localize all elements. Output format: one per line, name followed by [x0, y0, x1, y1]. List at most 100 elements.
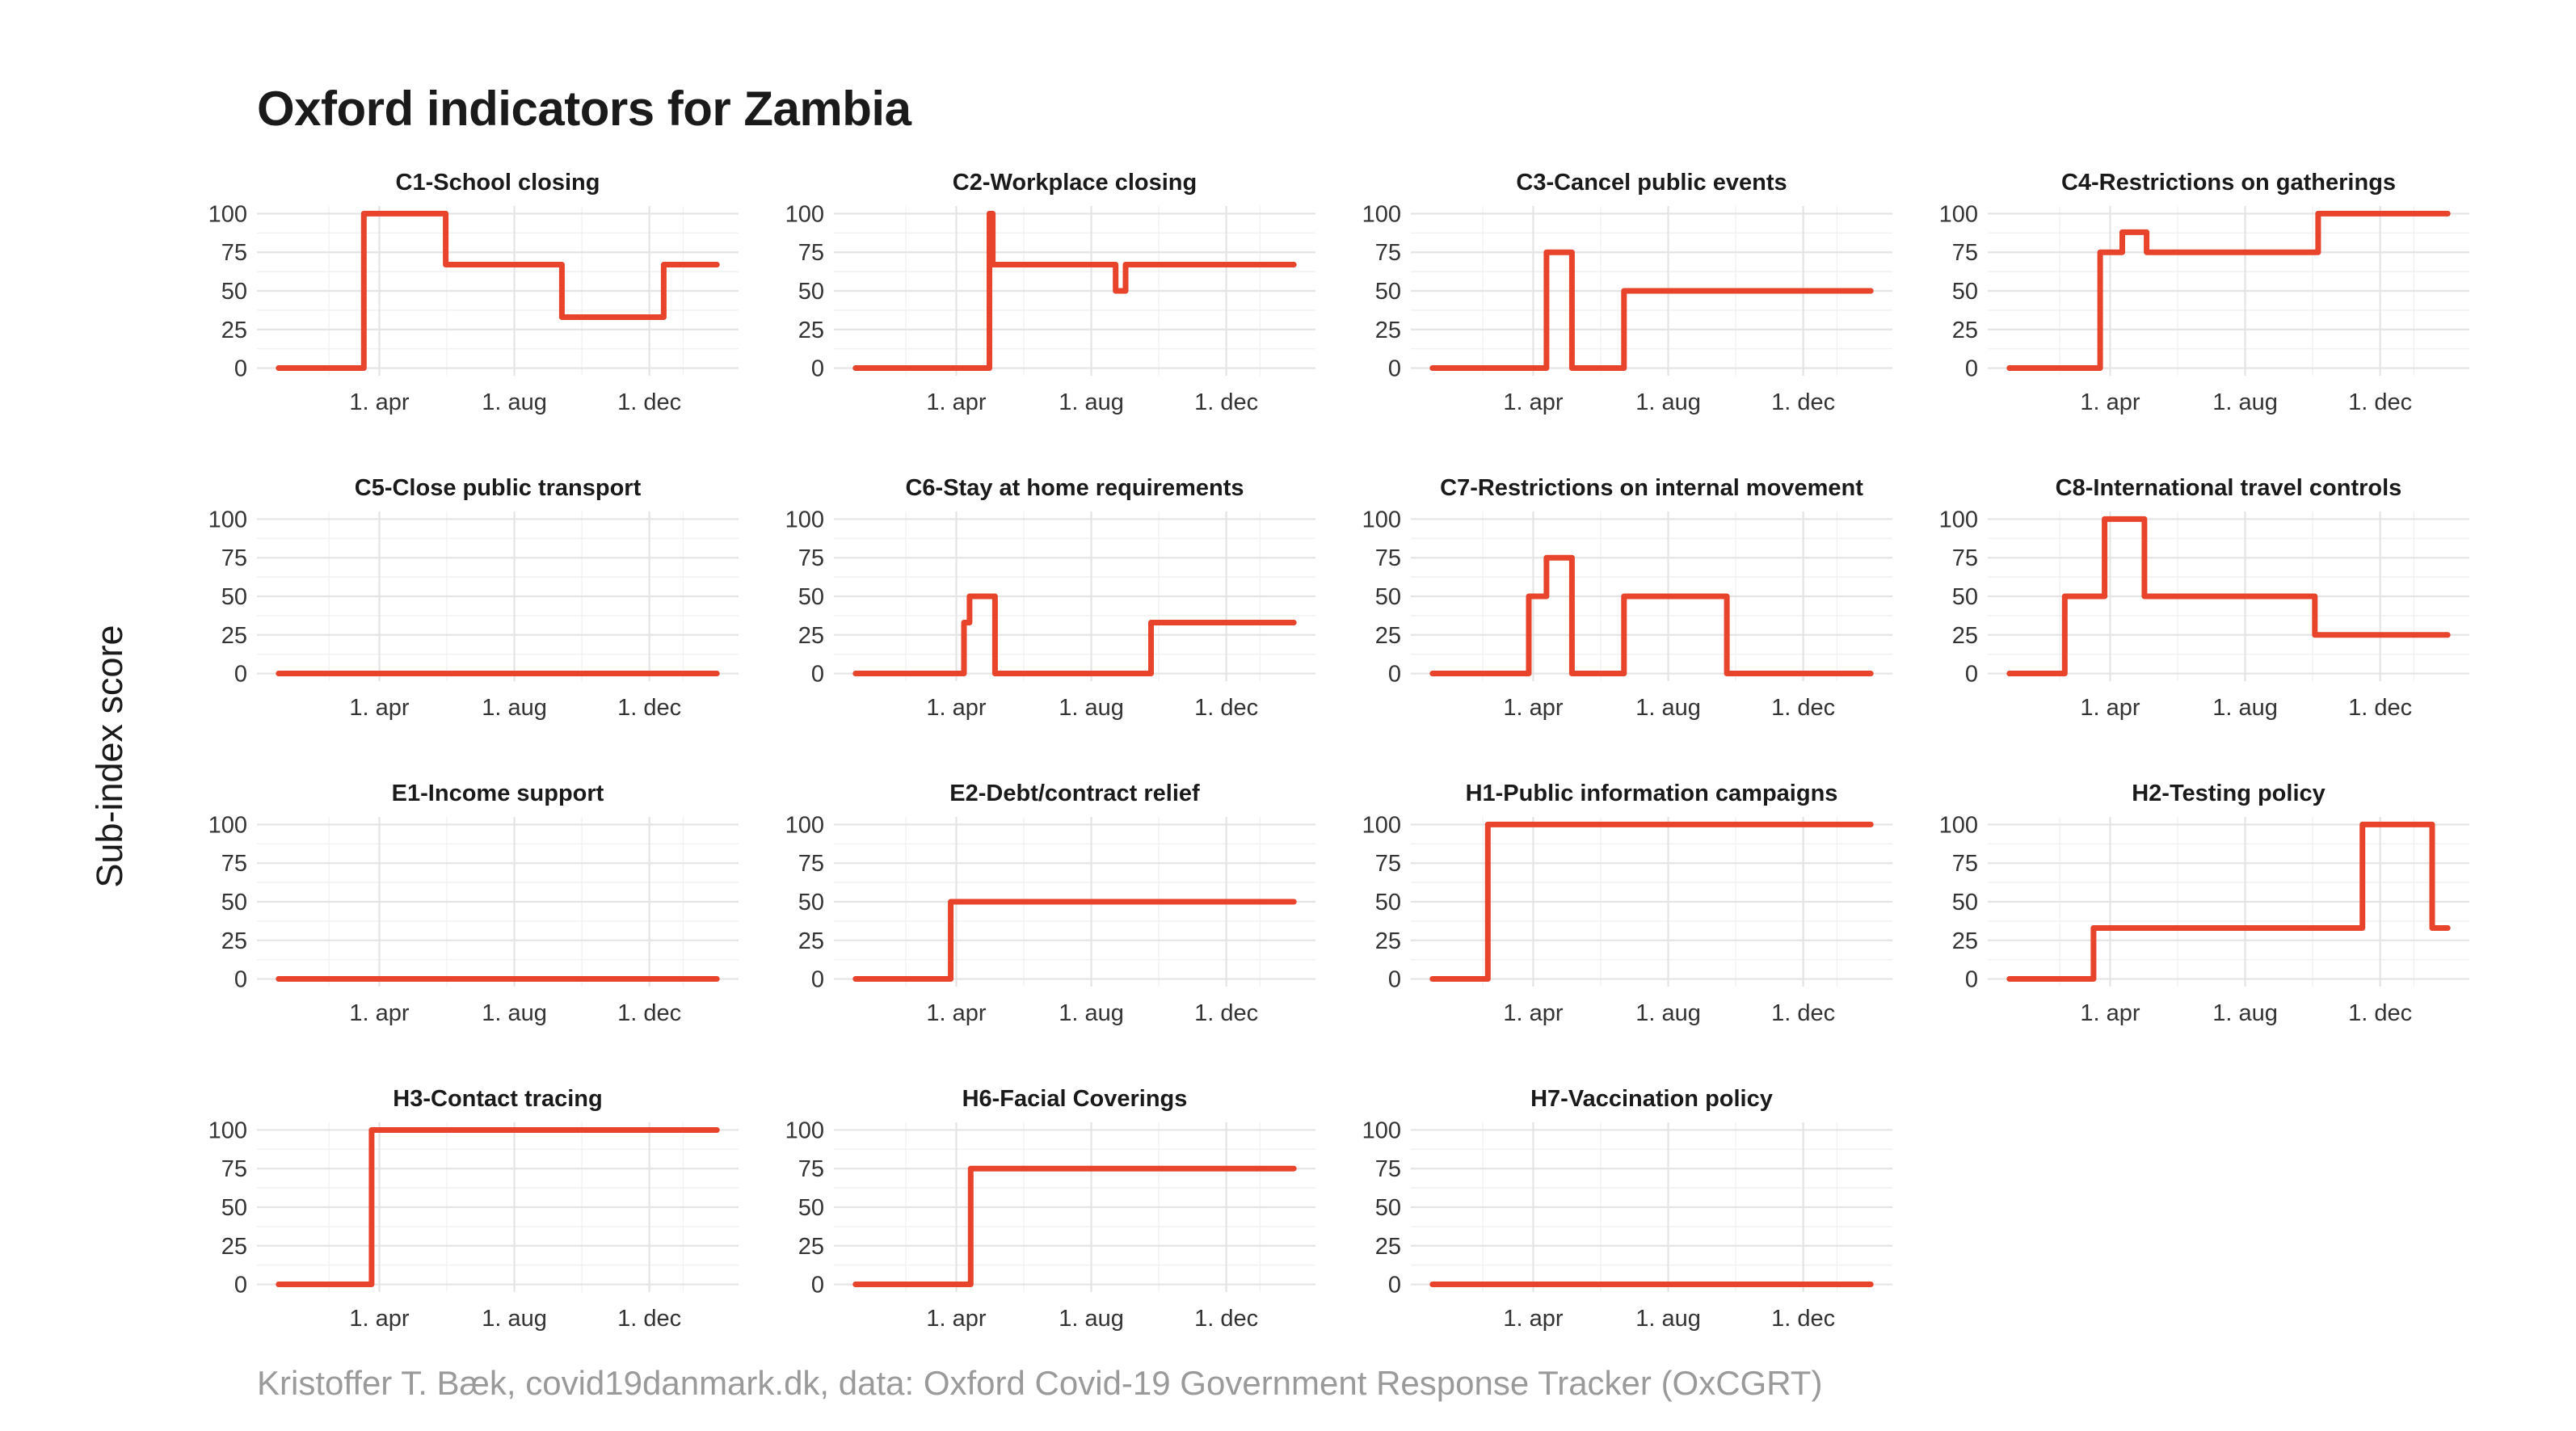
- y-tick-label: 25: [221, 1234, 247, 1260]
- facet-panel: 0 25 50 75 100 1. apr 1. aug 1. dec H7-Vaccinati…: [1362, 1086, 1892, 1332]
- panel-title: H1-Public information campaigns: [1466, 781, 1838, 806]
- x-tick-label: 1. dec: [617, 1000, 681, 1026]
- series-line: [852, 210, 1297, 371]
- x-tick-label: 1. dec: [2348, 1000, 2412, 1026]
- y-tick-label: 0: [1388, 1273, 1401, 1298]
- y-tick-label: 75: [1952, 851, 1978, 877]
- y-tick-label: 50: [221, 1195, 247, 1221]
- panel-title: H3-Contact tracing: [393, 1086, 602, 1112]
- x-tick-label: 1. aug: [1059, 1000, 1124, 1026]
- x-tick-label: 1. apr: [2080, 695, 2140, 721]
- facet-panel: 0 25 50 75 100 1. apr 1. aug 1. dec C4-Restricti…: [1939, 170, 2469, 415]
- y-tick-label: 100: [208, 1117, 247, 1143]
- x-tick-label: 1. dec: [617, 695, 681, 721]
- y-tick-label: 75: [798, 851, 824, 877]
- series-line: [2006, 516, 2451, 676]
- panel-title: H2-Testing policy: [2132, 781, 2326, 806]
- y-tick-label: 75: [798, 240, 824, 266]
- x-tick-label: 1. apr: [2080, 389, 2140, 415]
- x-tick-label: 1. dec: [1771, 695, 1835, 721]
- y-tick-label: 100: [1362, 507, 1401, 532]
- x-tick-label: 1. dec: [617, 389, 681, 415]
- y-tick-label: 0: [1388, 356, 1401, 382]
- y-tick-label: 0: [234, 356, 247, 382]
- y-tick-label: 100: [785, 201, 824, 227]
- y-tick-label: 75: [1375, 240, 1401, 266]
- facet-panel: 0 25 50 75 100 1. apr 1. aug 1. dec C1-School cl…: [208, 170, 739, 415]
- y-tick-label: 50: [221, 890, 247, 915]
- x-tick-label: 1. aug: [1059, 389, 1124, 415]
- y-tick-label: 50: [221, 584, 247, 610]
- series-line: [852, 593, 1297, 676]
- y-tick-label: 75: [221, 545, 247, 571]
- y-tick-label: 25: [221, 623, 247, 649]
- page-title: Oxford indicators for Zambia: [257, 82, 911, 136]
- y-tick-label: 25: [1952, 928, 1978, 954]
- y-tick-label: 100: [785, 812, 824, 838]
- y-tick-label: 50: [798, 584, 824, 610]
- panel-title: H6-Facial Coverings: [962, 1086, 1188, 1112]
- y-tick-label: 100: [1362, 1117, 1401, 1143]
- y-tick-label: 0: [1965, 662, 1978, 688]
- x-tick-label: 1. aug: [1635, 1000, 1701, 1026]
- x-tick-label: 1. apr: [2080, 1000, 2140, 1026]
- facet-panel: 0 25 50 75 100 1. apr 1. aug 1. dec H1-Public in…: [1362, 781, 1892, 1026]
- x-tick-label: 1. aug: [2212, 695, 2278, 721]
- y-tick-label: 50: [1375, 279, 1401, 305]
- x-tick-label: 1. apr: [349, 1306, 409, 1332]
- x-tick-label: 1. aug: [1059, 1306, 1124, 1332]
- x-tick-label: 1. aug: [482, 1306, 547, 1332]
- panel-title: C4-Restrictions on gatherings: [2061, 170, 2396, 196]
- x-tick-label: 1. aug: [482, 695, 547, 721]
- x-tick-label: 1. aug: [482, 389, 547, 415]
- y-tick-label: 0: [811, 967, 824, 993]
- panel-title: C6-Stay at home requirements: [905, 475, 1244, 501]
- y-tick-label: 25: [798, 623, 824, 649]
- series-line: [852, 899, 1297, 982]
- y-tick-label: 100: [785, 1117, 824, 1143]
- y-tick-label: 25: [221, 928, 247, 954]
- x-tick-label: 1. dec: [1771, 1000, 1835, 1026]
- x-tick-label: 1. apr: [926, 1000, 986, 1026]
- y-tick-label: 75: [221, 240, 247, 266]
- y-tick-label: 75: [798, 545, 824, 571]
- facet-panel: 0 25 50 75 100 1. apr 1. aug 1. dec H2-Testing p…: [1939, 781, 2469, 1026]
- y-tick-label: 100: [1939, 201, 1978, 227]
- y-tick-label: 75: [221, 1156, 247, 1182]
- panel-title: H7-Vaccination policy: [1530, 1086, 1773, 1112]
- y-tick-label: 100: [1939, 507, 1978, 532]
- x-tick-label: 1. aug: [2212, 1000, 2278, 1026]
- y-tick-label: 25: [798, 928, 824, 954]
- y-tick-label: 50: [221, 279, 247, 305]
- y-tick-label: 100: [208, 507, 247, 532]
- y-tick-label: 0: [1965, 356, 1978, 382]
- facet-panel: 0 25 50 75 100 1. apr 1. aug 1. dec E2-Debt/cont…: [785, 781, 1315, 1026]
- y-tick-label: 100: [1362, 812, 1401, 838]
- y-tick-label: 50: [1375, 1195, 1401, 1221]
- series-line: [1429, 554, 1874, 676]
- series-line: [2006, 210, 2451, 371]
- y-tick-label: 25: [798, 318, 824, 343]
- y-tick-label: 50: [798, 1195, 824, 1221]
- facet-panel: 0 25 50 75 100 1. apr 1. aug 1. dec C7-Restricti…: [1362, 475, 1892, 721]
- series-line: [2006, 821, 2451, 982]
- series-line: [276, 210, 720, 371]
- x-tick-label: 1. apr: [1503, 695, 1563, 721]
- x-tick-label: 1. dec: [1771, 389, 1835, 415]
- y-tick-label: 25: [1952, 623, 1978, 649]
- caption: Kristoffer T. Bæk, covid19danmark.dk, da…: [257, 1364, 1823, 1402]
- x-tick-label: 1. dec: [617, 1306, 681, 1332]
- y-tick-label: 75: [1375, 1156, 1401, 1182]
- facet-panel: 0 25 50 75 100 1. apr 1. aug 1. dec C8-Internati…: [1939, 475, 2469, 721]
- facet-panel: 0 25 50 75 100 1. apr 1. aug 1. dec C6-Stay at h…: [785, 475, 1315, 721]
- panel-title: C1-School closing: [396, 170, 600, 196]
- y-tick-label: 50: [798, 890, 824, 915]
- x-tick-label: 1. apr: [349, 1000, 409, 1026]
- x-tick-label: 1. dec: [2348, 389, 2412, 415]
- x-tick-label: 1. aug: [1635, 1306, 1701, 1332]
- x-tick-label: 1. apr: [349, 389, 409, 415]
- y-tick-label: 50: [1375, 890, 1401, 915]
- y-tick-label: 50: [1952, 584, 1978, 610]
- x-tick-label: 1. apr: [349, 695, 409, 721]
- y-tick-label: 100: [208, 201, 247, 227]
